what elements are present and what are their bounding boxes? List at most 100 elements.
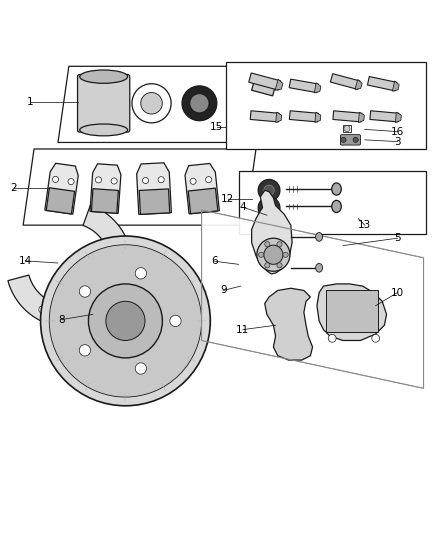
Polygon shape (201, 210, 424, 389)
Polygon shape (367, 77, 397, 91)
Bar (239, 171, 426, 234)
Polygon shape (45, 163, 78, 214)
Polygon shape (252, 190, 292, 274)
Circle shape (53, 176, 59, 182)
Circle shape (114, 278, 122, 286)
Circle shape (41, 236, 210, 406)
Polygon shape (333, 111, 362, 122)
Circle shape (258, 197, 280, 219)
Circle shape (341, 137, 346, 142)
Circle shape (205, 176, 212, 183)
Ellipse shape (80, 70, 127, 83)
Circle shape (68, 179, 74, 184)
Text: 12: 12 (221, 194, 234, 204)
Circle shape (79, 345, 91, 356)
Circle shape (141, 93, 162, 114)
Bar (325, 290, 378, 332)
Polygon shape (23, 149, 256, 225)
Polygon shape (315, 112, 321, 123)
Polygon shape (46, 188, 74, 214)
Polygon shape (188, 188, 218, 214)
Circle shape (344, 125, 350, 132)
Polygon shape (276, 112, 282, 123)
Circle shape (135, 363, 147, 374)
Polygon shape (396, 112, 401, 123)
Text: 14: 14 (19, 256, 32, 266)
Circle shape (88, 284, 162, 358)
Bar (252, 78, 276, 96)
Polygon shape (358, 112, 364, 123)
Circle shape (83, 310, 91, 317)
Circle shape (277, 263, 282, 268)
Polygon shape (139, 189, 170, 214)
Ellipse shape (316, 263, 322, 272)
Polygon shape (8, 205, 132, 327)
Bar (343, 125, 351, 133)
Text: 3: 3 (394, 136, 401, 147)
Polygon shape (90, 164, 121, 213)
Text: 9: 9 (220, 286, 226, 295)
Ellipse shape (332, 183, 341, 195)
Ellipse shape (332, 200, 341, 213)
Bar (226, 62, 426, 149)
Polygon shape (317, 284, 387, 341)
Circle shape (39, 305, 47, 313)
Circle shape (265, 241, 270, 247)
Circle shape (182, 86, 217, 120)
FancyBboxPatch shape (340, 135, 360, 145)
Text: 4: 4 (240, 203, 246, 212)
Text: 2: 2 (10, 183, 17, 193)
Text: 6: 6 (212, 256, 218, 266)
Circle shape (264, 185, 274, 196)
Text: 1: 1 (26, 97, 33, 107)
FancyBboxPatch shape (78, 75, 130, 132)
Ellipse shape (316, 232, 322, 241)
Circle shape (106, 301, 145, 341)
Polygon shape (289, 79, 318, 93)
Polygon shape (185, 164, 219, 214)
Text: 5: 5 (394, 233, 401, 243)
Circle shape (372, 334, 380, 342)
Polygon shape (92, 189, 118, 213)
Polygon shape (355, 79, 362, 90)
Circle shape (158, 176, 164, 183)
Text: 10: 10 (391, 288, 404, 297)
Circle shape (257, 238, 290, 271)
Circle shape (142, 177, 148, 183)
Polygon shape (58, 66, 256, 142)
Text: 15: 15 (210, 122, 223, 132)
Text: 13: 13 (358, 220, 371, 230)
Ellipse shape (80, 124, 127, 136)
Circle shape (283, 252, 288, 257)
Text: 16: 16 (391, 126, 404, 136)
Polygon shape (265, 288, 313, 360)
Circle shape (258, 180, 280, 201)
Polygon shape (137, 163, 171, 214)
Polygon shape (314, 83, 321, 93)
Circle shape (353, 137, 358, 142)
Polygon shape (370, 111, 399, 122)
Circle shape (79, 286, 91, 297)
Polygon shape (392, 81, 399, 91)
Circle shape (264, 203, 274, 213)
Circle shape (328, 334, 336, 342)
Circle shape (132, 84, 171, 123)
Circle shape (258, 252, 264, 257)
Circle shape (49, 245, 201, 397)
Text: 11: 11 (237, 325, 250, 335)
Circle shape (190, 178, 196, 184)
Polygon shape (290, 111, 318, 122)
Circle shape (95, 177, 102, 183)
Polygon shape (275, 79, 283, 90)
Circle shape (277, 241, 282, 247)
Polygon shape (250, 111, 279, 122)
Polygon shape (249, 73, 281, 90)
Circle shape (170, 315, 181, 327)
Polygon shape (330, 74, 360, 90)
Circle shape (111, 178, 117, 184)
Circle shape (190, 94, 209, 113)
Text: 8: 8 (58, 314, 65, 325)
Circle shape (264, 245, 283, 264)
Circle shape (265, 263, 270, 268)
Circle shape (135, 268, 147, 279)
